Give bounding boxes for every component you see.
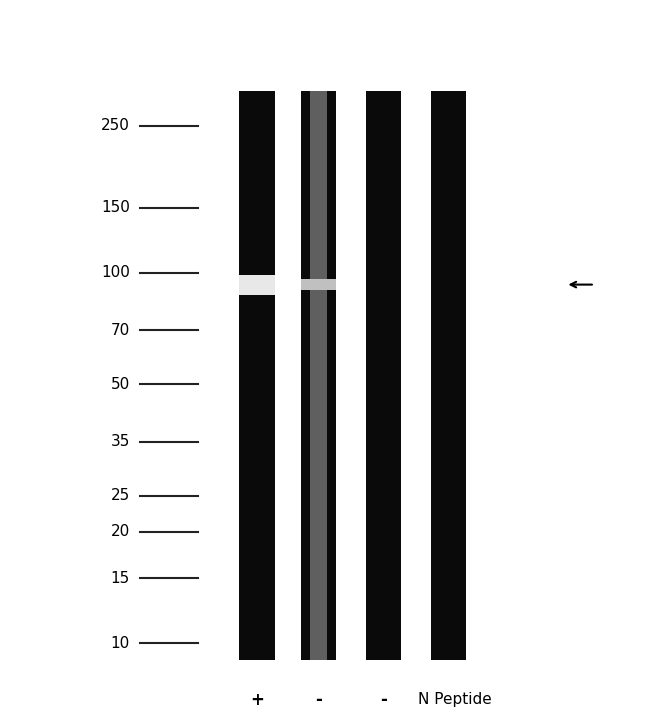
Text: 50: 50 — [111, 377, 130, 392]
Text: 20: 20 — [111, 524, 130, 539]
Text: 25: 25 — [111, 488, 130, 503]
Text: 15: 15 — [111, 571, 130, 586]
Text: 35: 35 — [111, 434, 130, 449]
Bar — [311, 91, 326, 660]
Text: -: - — [315, 691, 322, 709]
Bar — [430, 91, 467, 660]
Text: -: - — [380, 691, 387, 709]
Text: N Peptide: N Peptide — [417, 692, 491, 707]
Bar — [239, 91, 274, 660]
Bar — [239, 275, 274, 295]
Bar — [300, 280, 337, 290]
Bar — [300, 91, 337, 660]
Text: +: + — [250, 691, 264, 709]
Text: 150: 150 — [101, 200, 130, 215]
Text: 70: 70 — [111, 322, 130, 337]
Text: 100: 100 — [101, 265, 130, 280]
Bar — [365, 91, 402, 660]
Text: 250: 250 — [101, 118, 130, 133]
Text: 10: 10 — [111, 636, 130, 651]
